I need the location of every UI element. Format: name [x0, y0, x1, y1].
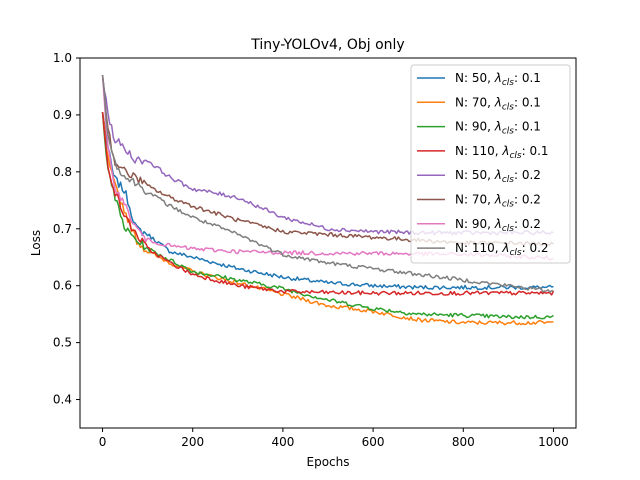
y-tick-label-6: 1.0 — [53, 51, 72, 65]
series-line-0 — [101, 111, 554, 291]
y-tick-label-1: 0.5 — [53, 336, 72, 350]
chart-title: Tiny-YOLOv4, Obj only — [250, 37, 404, 53]
legend-box — [410, 64, 571, 264]
legend-label-7: N: 110, λcls: 0.2 — [455, 241, 549, 258]
plot-frame — [79, 57, 577, 429]
x-tick-label-1: 200 — [181, 435, 204, 449]
y-tick-label-4: 0.8 — [53, 165, 72, 179]
y-tick-label-0: 0.4 — [53, 393, 72, 407]
legend-label-3: N: 110, λcls: 0.1 — [455, 144, 549, 161]
y-tick-label-5: 0.9 — [53, 108, 72, 122]
legend-label-5: N: 70, λcls: 0.2 — [455, 193, 541, 210]
series-line-3 — [101, 112, 555, 296]
y-tick-label-2: 0.6 — [53, 279, 72, 293]
x-axis-title: Epochs — [307, 455, 350, 469]
legend-label-2: N: 90, λcls: 0.1 — [455, 120, 541, 137]
series-line-1 — [101, 111, 554, 326]
x-tick-label-5: 1000 — [538, 435, 569, 449]
y-tick-label-3: 0.7 — [53, 222, 72, 236]
legend-label-0: N: 50, λcls: 0.1 — [455, 71, 541, 88]
x-tick-label-4: 800 — [452, 435, 475, 449]
legend-label-6: N: 90, λcls: 0.2 — [455, 217, 541, 234]
x-tick-label-2: 400 — [271, 435, 294, 449]
y-axis-title: Loss — [29, 230, 43, 256]
x-tick-label-3: 600 — [362, 435, 385, 449]
series-line-7 — [101, 75, 554, 293]
x-tick-label-0: 0 — [99, 435, 107, 449]
legend-label-1: N: 70, λcls: 0.1 — [455, 95, 541, 112]
x-axis: 0 200 400 600 800 1000 — [99, 428, 569, 449]
series-line-2 — [101, 112, 554, 320]
y-axis: 0.4 0.5 0.6 0.7 0.8 0.9 1.0 — [53, 51, 80, 407]
legend-label-4: N: 50, λcls: 0.2 — [455, 168, 541, 185]
legend: N: 50, λcls: 0.1 N: 70, λcls: 0.1 N: 90, λ… — [410, 64, 571, 264]
